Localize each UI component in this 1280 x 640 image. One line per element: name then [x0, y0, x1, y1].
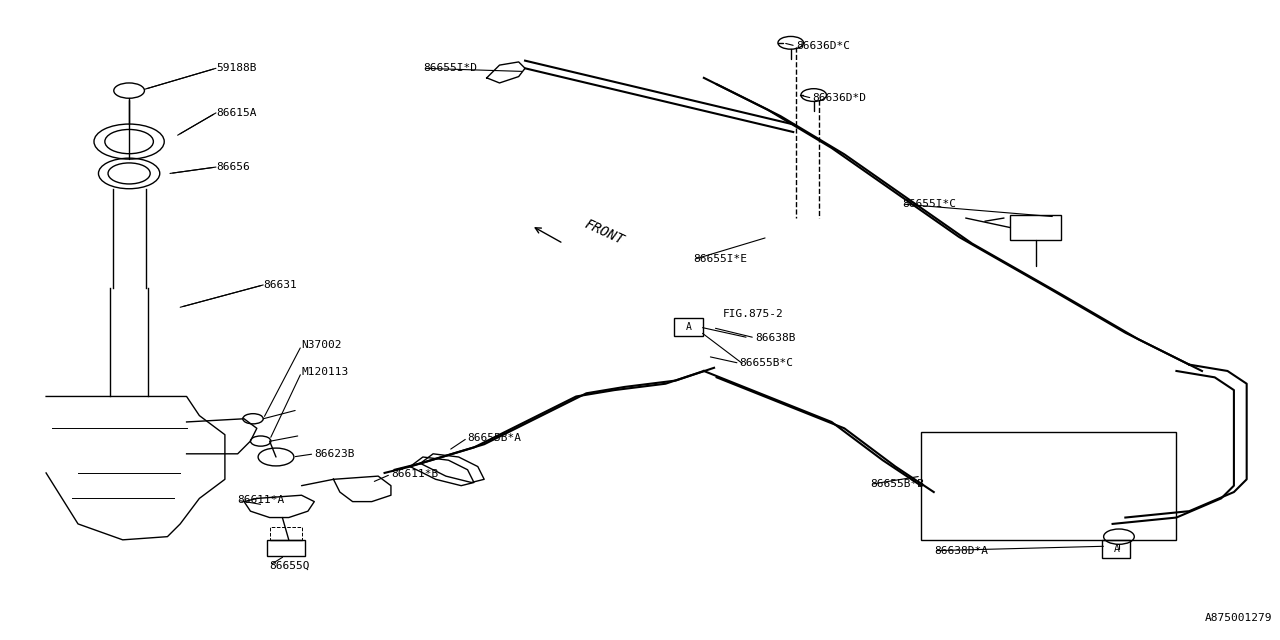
Text: 86655I*E: 86655I*E — [694, 255, 748, 264]
Text: 86638B: 86638B — [755, 333, 795, 343]
Text: FRONT: FRONT — [582, 217, 626, 247]
Text: 86655Q: 86655Q — [270, 561, 310, 570]
Text: 86636D*C: 86636D*C — [796, 41, 850, 51]
Text: 86615A: 86615A — [216, 108, 256, 118]
Text: 59188B: 59188B — [216, 63, 256, 74]
Text: 86655I*D: 86655I*D — [422, 63, 477, 74]
Bar — [922, 431, 1176, 540]
Bar — [1010, 215, 1061, 241]
Text: 86656: 86656 — [216, 162, 250, 172]
Text: A: A — [686, 322, 691, 332]
Text: 86655B*A: 86655B*A — [467, 433, 521, 443]
Bar — [675, 318, 703, 336]
Bar — [268, 540, 306, 556]
Bar — [1102, 540, 1130, 557]
Text: 86631: 86631 — [264, 280, 297, 290]
Text: A875001279: A875001279 — [1204, 612, 1272, 623]
Text: 86655B*B: 86655B*B — [870, 479, 924, 490]
Text: 86611*A: 86611*A — [238, 495, 285, 506]
Text: A: A — [1114, 544, 1119, 554]
Text: 86638D*A: 86638D*A — [934, 546, 988, 556]
Text: 86623B: 86623B — [315, 449, 355, 459]
Text: 86655B*C: 86655B*C — [740, 358, 794, 369]
Text: 86636D*D: 86636D*D — [813, 93, 867, 103]
Text: 86655I*C: 86655I*C — [902, 199, 956, 209]
Text: N37002: N37002 — [302, 340, 342, 351]
Text: FIG.875-2: FIG.875-2 — [723, 308, 783, 319]
Text: 86611*B: 86611*B — [390, 469, 438, 479]
Text: M120113: M120113 — [302, 367, 348, 377]
